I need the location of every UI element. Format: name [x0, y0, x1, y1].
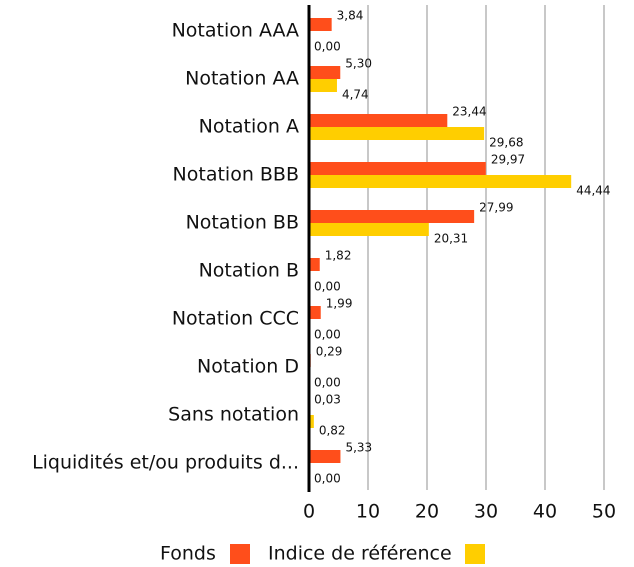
- indice-value-label: 0,82: [319, 424, 346, 438]
- legend-label-fonds: Fonds: [160, 543, 216, 565]
- fonds-value-label: 29,97: [491, 153, 525, 167]
- category-label: Sans notation: [168, 404, 299, 426]
- fonds-bar: [309, 306, 321, 319]
- fonds-bar: [309, 258, 320, 271]
- indice-bar: [309, 127, 485, 140]
- gridlines: [367, 5, 605, 490]
- indice-value-label: 44,44: [576, 184, 610, 198]
- x-tick-label: 40: [533, 501, 557, 523]
- legend-swatch-fonds: [230, 544, 250, 564]
- indice-bar: [309, 79, 337, 92]
- x-tick-label: 10: [356, 501, 380, 523]
- category-label: Notation B: [199, 260, 299, 282]
- indice-bar: [309, 175, 572, 188]
- fonds-value-label: 0,03: [314, 393, 341, 407]
- fonds-value-label: 23,44: [452, 105, 486, 119]
- bars: [309, 18, 572, 463]
- category-label: Notation AAA: [172, 20, 299, 42]
- indice-value-label: 0,00: [314, 40, 341, 54]
- indice-value-label: 0,00: [314, 376, 341, 390]
- fonds-value-label: 3,84: [337, 9, 364, 23]
- category-label: Notation BB: [186, 212, 299, 234]
- indice-bar: [309, 415, 314, 428]
- indice-value-label: 0,00: [314, 280, 341, 294]
- fonds-value-label: 1,82: [325, 249, 352, 263]
- fonds-bar: [309, 18, 332, 31]
- category-label: Liquidités et/ou produits d...: [32, 452, 299, 474]
- category-label: Notation CCC: [172, 308, 299, 330]
- category-labels: Notation AAA Notation AA Notation A Notatio…: [32, 20, 299, 474]
- x-tick-label: 30: [474, 501, 498, 523]
- value-labels: 3,84 0,00 5,30 4,74 23,44 29,68 29,97 44,44 27,9…: [314, 9, 611, 486]
- fonds-bar: [309, 114, 448, 127]
- fonds-value-label: 0,29: [316, 345, 343, 359]
- x-tick-label: 50: [592, 501, 616, 523]
- indice-value-label: 4,74: [342, 88, 369, 102]
- fonds-value-label: 1,99: [326, 297, 353, 311]
- x-tick-label: 20: [415, 501, 439, 523]
- fonds-value-label: 27,99: [479, 201, 513, 215]
- legend-label-indice: Indice de référence: [268, 543, 452, 565]
- fonds-bar: [309, 450, 341, 463]
- x-tick-label: 0: [303, 501, 315, 523]
- fonds-bar: [309, 210, 475, 223]
- fonds-bar: [309, 162, 486, 175]
- fonds-bar: [309, 66, 341, 79]
- category-label: Notation A: [199, 116, 299, 138]
- fonds-value-label: 5,33: [345, 441, 372, 455]
- x-tick-labels: 0 10 20 30 40 50: [303, 501, 616, 523]
- indice-value-label: 0,00: [314, 472, 341, 486]
- indice-value-label: 29,68: [489, 136, 523, 150]
- indice-value-label: 0,00: [314, 328, 341, 342]
- legend: Fonds Indice de référence: [160, 543, 485, 565]
- fonds-value-label: 5,30: [345, 57, 372, 71]
- category-label: Notation BBB: [173, 164, 299, 186]
- category-label: Notation AA: [185, 68, 299, 90]
- indice-value-label: 20,31: [434, 232, 468, 246]
- indice-bar: [309, 223, 429, 236]
- legend-swatch-indice: [465, 544, 485, 564]
- category-label: Notation D: [197, 356, 299, 378]
